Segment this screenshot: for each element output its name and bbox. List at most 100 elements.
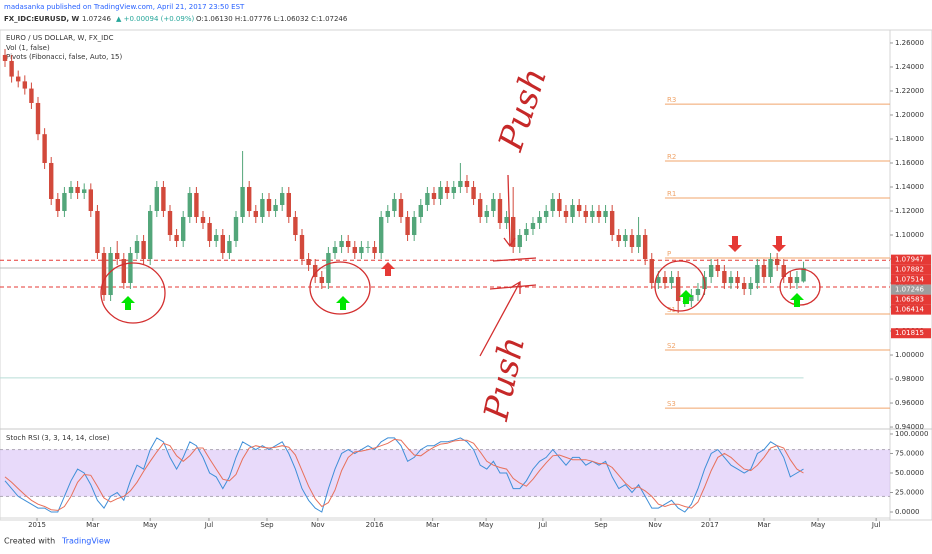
x-tick-label: May [811, 521, 825, 529]
price-tag-label: 1.06414 [895, 306, 924, 314]
candle-body [477, 198, 483, 217]
candle-body [101, 253, 107, 296]
candle-body [9, 60, 14, 77]
price-tag-label: 1.07514 [895, 276, 924, 284]
price-tag [891, 284, 931, 295]
candle-body [35, 102, 41, 135]
candle-body [642, 235, 648, 260]
pivot-label: R1 [667, 190, 676, 198]
price-tag [891, 264, 931, 275]
pivot-label: S2 [667, 342, 676, 350]
ohlc: O:1.06130 H:1.07776 L:1.06032 C:1.07246 [196, 15, 348, 23]
candle-body [669, 277, 674, 284]
y-tick-label: 1.00000 [895, 351, 924, 359]
x-tick-label: Mar [426, 521, 439, 529]
x-tick-label: Jul [204, 521, 214, 529]
candle-body [134, 241, 140, 254]
candle-body [306, 259, 311, 266]
candle-body [372, 247, 377, 254]
footer-brand[interactable]: TradingView [61, 537, 111, 546]
candle-body [187, 192, 192, 217]
pivot-label: R3 [667, 96, 676, 104]
footer-text: Created with [4, 537, 55, 546]
red-arrow [728, 236, 742, 252]
candle-body [603, 210, 608, 217]
candle-body [95, 210, 100, 254]
change: ▲ +0.00094 (+0.09%) [116, 15, 194, 23]
candle-body [154, 186, 160, 211]
candle-body [510, 216, 516, 248]
candle-body [246, 186, 252, 211]
candle-body [345, 241, 351, 248]
x-tick-label: Jul [871, 521, 881, 529]
price-tag-label: 1.07882 [895, 266, 924, 274]
y-tick-label: 0.98000 [895, 375, 924, 383]
y-tick-label: 1.14000 [895, 183, 924, 191]
candle-body [359, 247, 364, 254]
candle-body [88, 189, 94, 211]
x-tick-label: Sep [594, 521, 608, 529]
candle-body [260, 198, 265, 217]
candle-body [418, 204, 423, 217]
x-tick-label: May [479, 521, 493, 529]
green-arrow [790, 293, 804, 307]
x-tick-label: May [143, 521, 157, 529]
candle-body [590, 210, 595, 217]
candle-body [715, 265, 720, 272]
candle-body [207, 222, 212, 242]
candle-body [728, 277, 734, 284]
y-tick-label: 1.16000 [895, 159, 924, 167]
y-tick-label: 1.20000 [895, 111, 924, 119]
candle-body [524, 229, 529, 236]
candle-body [2, 54, 8, 61]
y-tick-label: 0.96000 [895, 399, 924, 407]
candle-body [352, 247, 357, 254]
candle-body [405, 216, 410, 236]
chart-title: EURO / US DOLLAR, W, FX_IDC [6, 34, 114, 42]
candle-body [484, 210, 489, 217]
candle-body [161, 186, 166, 211]
candle-body [75, 186, 80, 193]
candle-body [42, 134, 47, 163]
candle-body [662, 277, 668, 284]
candle-body [392, 198, 397, 211]
candle-body [576, 204, 582, 211]
candle-body [273, 204, 278, 211]
x-tick-label: Nov [648, 521, 662, 529]
indicator-label: Vol (1, false) [6, 44, 50, 52]
candle-body [266, 198, 272, 211]
candle-body [458, 180, 463, 187]
y-tick-label: 1.26000 [895, 39, 924, 47]
y-tick-label: 1.18000 [895, 135, 924, 143]
publisher: madasanka published on TradingView.com, … [4, 3, 245, 11]
price-tag-label: 1.07246 [895, 286, 924, 294]
y-tick-label: 25.0000 [895, 488, 924, 496]
candle-body [636, 235, 641, 248]
candle-body [286, 192, 291, 217]
candle-body [451, 186, 456, 193]
candle-body [227, 241, 232, 254]
green-arrow [679, 290, 693, 304]
candle-body [141, 241, 146, 260]
candle-body [794, 277, 800, 284]
candle-body [68, 186, 74, 193]
circle [309, 261, 371, 315]
candle-body [543, 210, 549, 217]
candle-body [563, 210, 569, 217]
candle-body [471, 186, 476, 199]
candle-body [570, 204, 575, 217]
candle-body [774, 259, 780, 266]
candle-body [16, 76, 21, 82]
pivot-label: R2 [667, 153, 676, 161]
y-tick-label: 1.22000 [895, 87, 924, 95]
candle-body [649, 259, 654, 284]
green-arrow [121, 296, 135, 310]
candle-body [339, 241, 344, 248]
red-arrow [381, 262, 395, 276]
candle-body [148, 210, 153, 260]
candle-body [115, 253, 120, 260]
stoch-line [4, 437, 804, 513]
candle-body [174, 235, 179, 242]
candle-body [194, 192, 199, 217]
